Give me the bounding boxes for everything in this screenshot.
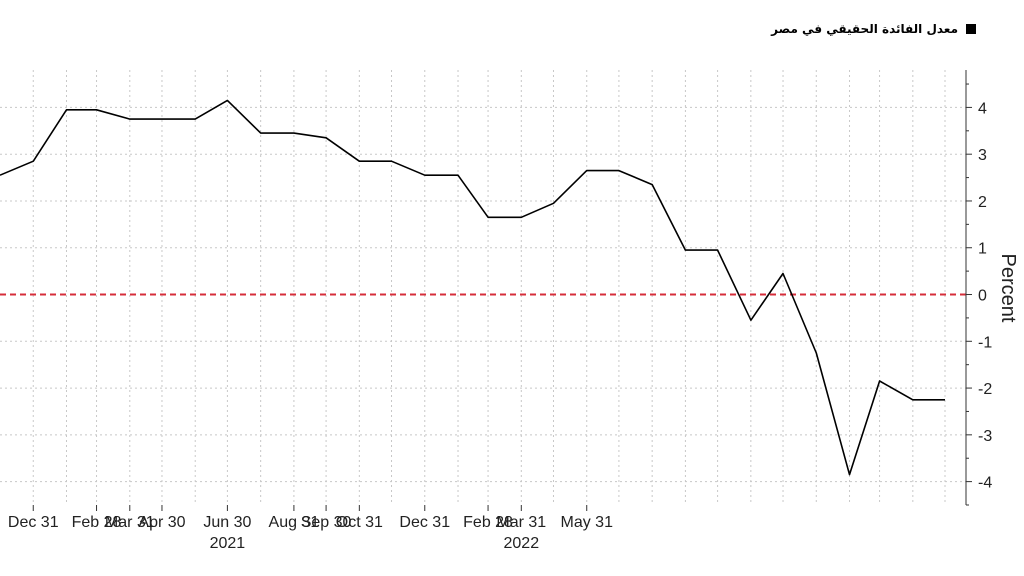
y-axis-label: Percent [997, 254, 1019, 323]
y-tick-label: 2 [978, 194, 987, 211]
x-tick-label: Aug 31 [269, 514, 320, 531]
series-group [0, 99, 945, 476]
legend-swatch [966, 24, 976, 34]
x-tick-label: Feb 28 [463, 514, 513, 531]
grid [0, 70, 966, 505]
x-tick-label: Mar 31 [496, 514, 546, 531]
x-tick-year-label: 2021 [210, 535, 246, 552]
y-tick-label: -1 [978, 334, 992, 351]
y-tick-label: -2 [978, 381, 992, 398]
y-tick-label: 0 [978, 288, 987, 305]
x-tick-label: Apr 30 [138, 514, 185, 531]
x-tick-label: Dec 31 [8, 514, 59, 531]
y-axis: -4 -3 -2 -1 0 1 2 3 4 [965, 70, 992, 506]
legend: معدل الفائدة الحقيقي في مصر [771, 22, 976, 36]
x-tick-label: May 31 [561, 514, 614, 531]
series-line [0, 99, 945, 476]
x-tick-label: Oct 31 [336, 514, 383, 531]
x-tick-label: Mar 31 [105, 514, 155, 531]
x-tick-label: Feb 28 [72, 514, 122, 531]
y-tick-label: 4 [978, 100, 987, 117]
y-tick-label: -3 [978, 428, 992, 445]
y-tick-label: -4 [978, 475, 992, 492]
x-tick-label: Jun 30 [203, 514, 251, 531]
x-tick-label: Sep 30 [301, 514, 352, 531]
legend-label: معدل الفائدة الحقيقي في مصر [771, 22, 958, 36]
y-tick-label: 3 [978, 147, 987, 164]
y-tick-label: 1 [978, 241, 987, 258]
x-tick-label: Dec 31 [399, 514, 450, 531]
x-tick-year-label: 2022 [504, 535, 540, 552]
